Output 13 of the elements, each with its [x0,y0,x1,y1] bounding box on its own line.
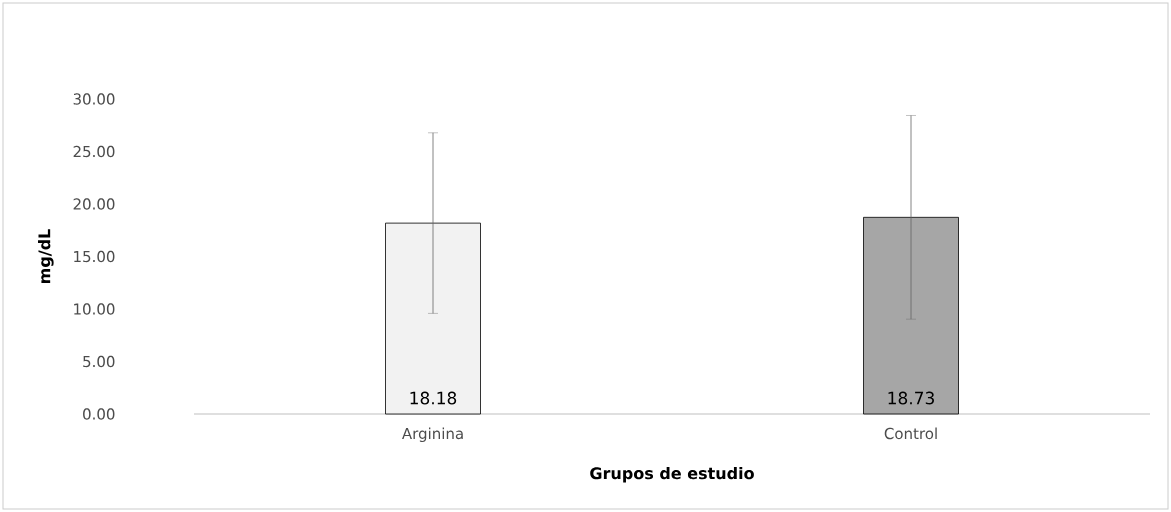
x-axis-title: Grupos de estudio [590,466,754,483]
data-label: 18.18 [410,391,457,405]
y-axis-title: mg/dL [38,229,54,283]
y-tick-label: 15.00 [74,250,115,263]
y-tick-label: 0.00 [83,408,115,420]
y-tick-label: 25.00 [73,145,115,158]
y-tick-label: 30.00 [73,93,115,105]
y-tick-label: 20.00 [73,198,115,210]
x-tick-label: Arginina [402,427,463,443]
y-tick-label: 10.00 [74,303,115,315]
y-tick-label: 5.00 [83,355,115,368]
data-label: 18.73 [888,391,934,405]
x-tick-label: Control [884,427,937,440]
